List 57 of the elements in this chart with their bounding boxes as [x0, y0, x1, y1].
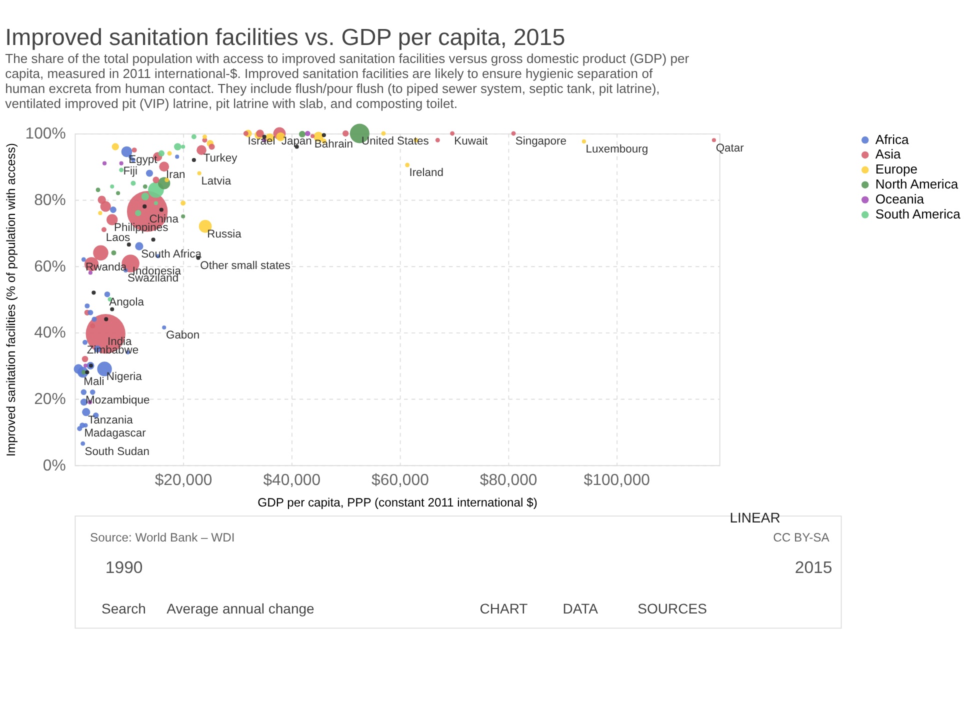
annotation: Fiji — [123, 166, 138, 178]
annotation: Angola — [109, 296, 145, 309]
annotation: Qatar — [716, 142, 744, 154]
annotation: South Sudan — [84, 446, 150, 458]
annotation: Nigeria — [106, 371, 143, 384]
text: DATA — [562, 600, 599, 616]
annotation: Laos — [106, 232, 131, 244]
x-tick-label: $20,000 — [154, 472, 212, 490]
annotation: United States — [362, 136, 430, 148]
annotation: Bahrain — [314, 138, 354, 150]
annotation: Russia — [207, 228, 242, 241]
annotation: Mozambique — [86, 394, 150, 406]
annotation: Ireland — [409, 167, 444, 180]
legend-label: Asia — [875, 146, 902, 162]
x-tick-label: $40,000 — [263, 472, 321, 490]
y-tick-label: 100% — [25, 126, 66, 143]
text: SOURCES — [638, 600, 707, 616]
legend-label: Oceania — [875, 192, 925, 207]
legend-label: South America — [875, 206, 962, 222]
text: Search — [102, 600, 146, 616]
annotation: Tanzania — [88, 414, 134, 426]
text: 2015 — [794, 558, 832, 577]
x-axis-title: GDP per capita, PPP (constant 2011 international $) — [258, 496, 538, 510]
y-tick-label: 60% — [34, 258, 66, 276]
annotation: Luxembourg — [586, 144, 648, 156]
text: CC BY-SA — [773, 530, 830, 545]
source-note: Source: World Bank – WDI — [90, 530, 235, 545]
annotation: Egypt — [128, 154, 158, 166]
annotation: Madagascar — [84, 428, 146, 440]
legend-label: North America — [875, 176, 959, 192]
annotation: Other small states — [200, 260, 291, 272]
annotation: South Africa — [141, 248, 202, 260]
y-tick-label: 0% — [42, 457, 66, 474]
legend-label: Europe — [875, 162, 918, 177]
annotation: Latvia — [201, 175, 232, 188]
annotation: Turkey — [203, 152, 238, 164]
x-tick-label: $100,000 — [584, 472, 650, 490]
y-tick-label: 80% — [34, 192, 66, 209]
x-tick-label: $80,000 — [480, 472, 538, 490]
annotation: Kuwait — [454, 136, 489, 148]
legend-label: Africa — [875, 132, 910, 147]
y-tick-label: 40% — [34, 324, 66, 342]
y-tick-label: 20% — [34, 390, 66, 408]
text: 1990 — [105, 558, 143, 577]
text: LINEAR — [730, 509, 780, 526]
annotation: Israel — [248, 136, 276, 148]
text: CHART — [480, 600, 528, 616]
annotation: Singapore — [515, 136, 566, 148]
y-axis-title: Improved sanitation facilities (% of population with access) — [4, 143, 18, 456]
chart-title: Improved sanitation facilities vs. GDP per capita, 2015 — [5, 24, 566, 50]
annotation: Mali — [84, 376, 104, 388]
annotation: Iran — [166, 168, 186, 181]
annotation: Japan — [281, 136, 312, 148]
x-tick-label: $60,000 — [372, 472, 430, 490]
text: Average annual change — [166, 600, 315, 616]
chart-subtitle: The share of the total population with access to improved sanitation facilities versus gross domestic product (GDP) per capita, measured in 2011 international-$. Improved sanitation facilities are likely to ensure hygienic separation of human excreta from human contact. They include flush/pour flush (to piped sewer system, septic tank, pit latrine), ventilated improved pit (VIP) latrine, pit latrine with slab, and composting toilet. — [5, 50, 690, 111]
annotation: Gabon — [166, 330, 200, 342]
